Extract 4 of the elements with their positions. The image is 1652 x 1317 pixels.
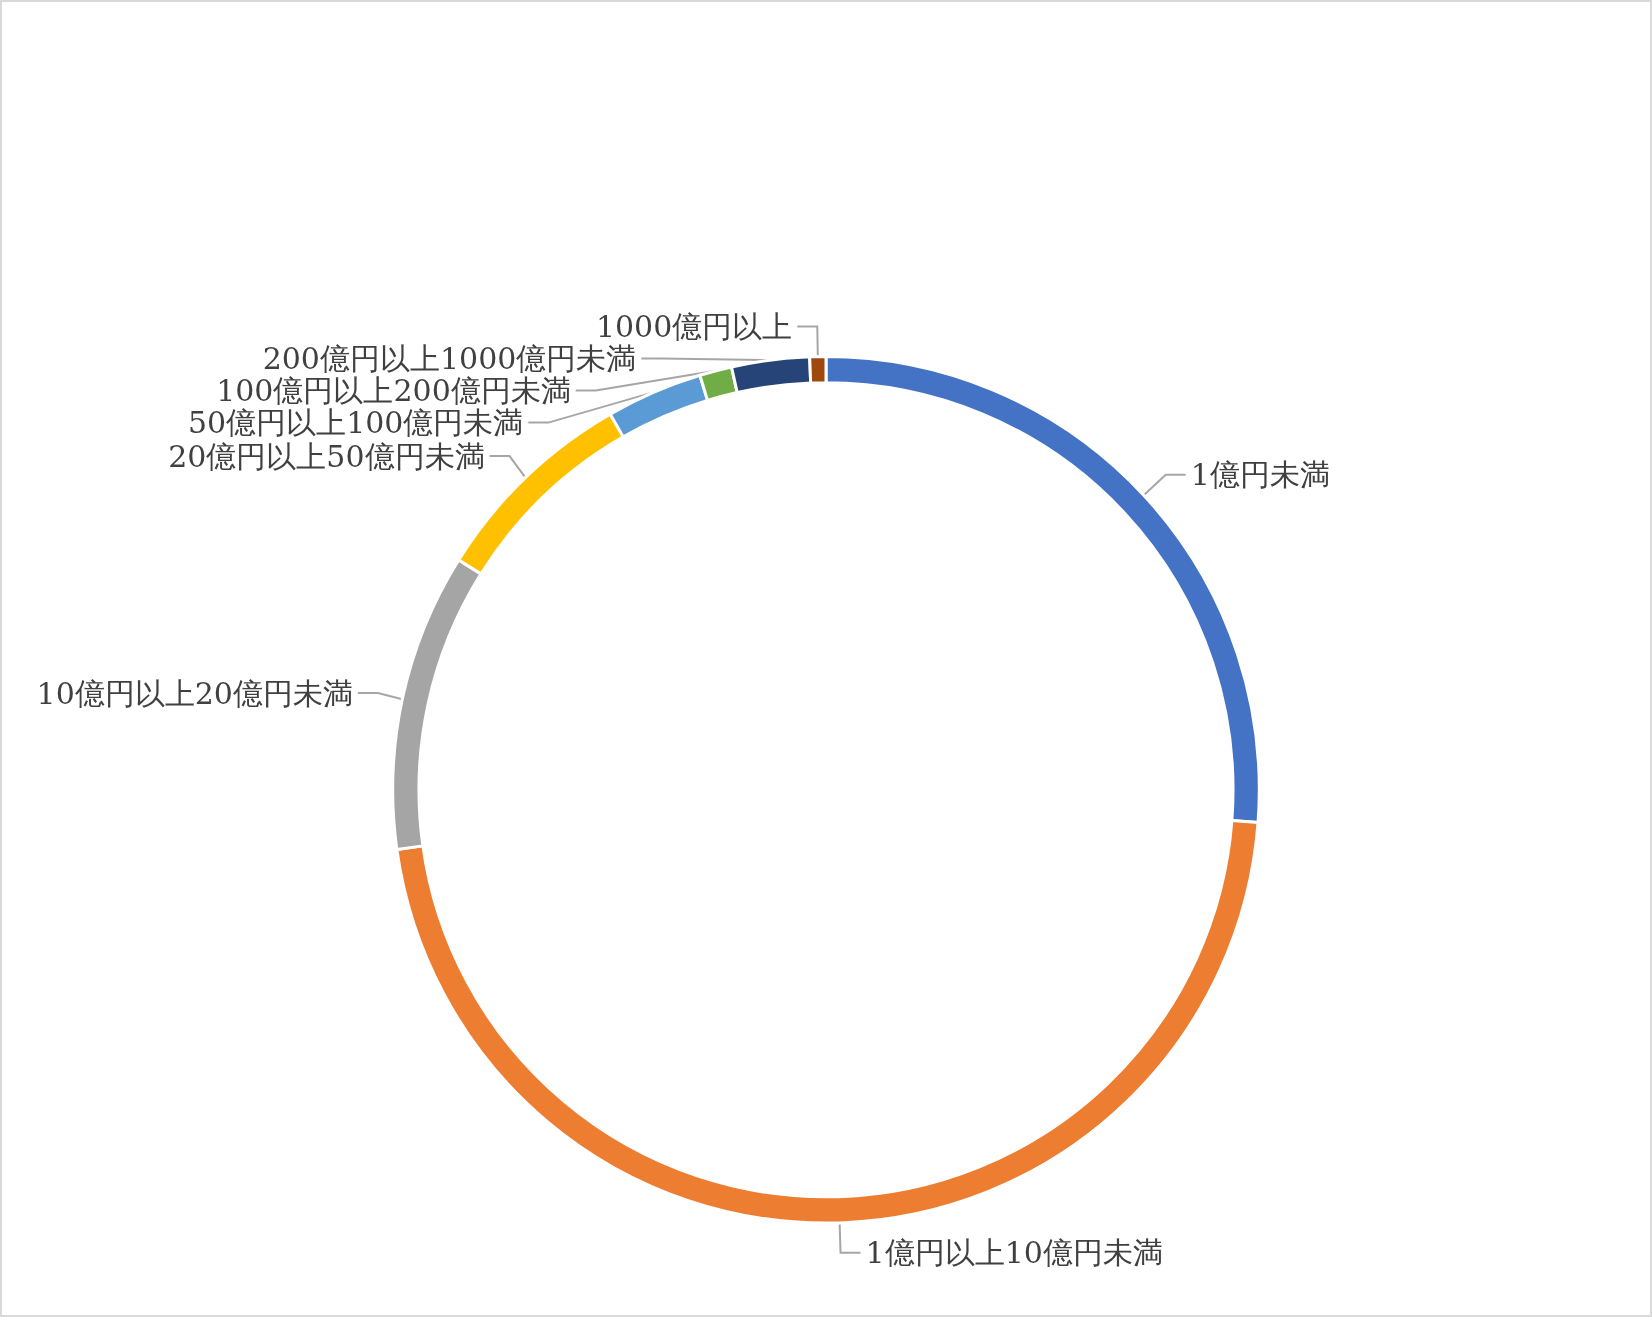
- slice-label: 1億円以上10億円未満: [865, 1235, 1163, 1271]
- slice-label: 1億円未満: [1190, 457, 1330, 493]
- slice-label: 10億円以上20億円未満: [36, 675, 353, 711]
- slice-label: 20億円以上50億円未満: [168, 438, 485, 474]
